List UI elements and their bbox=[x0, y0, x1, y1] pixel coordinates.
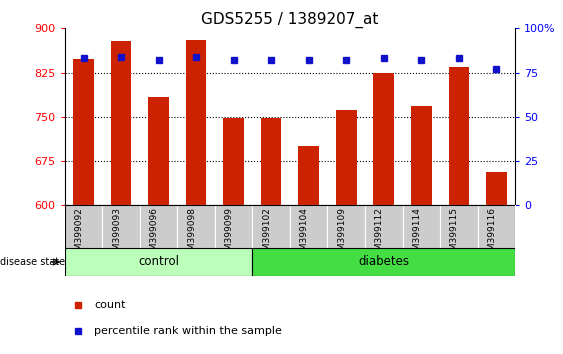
Bar bbox=[252, 248, 515, 276]
Bar bbox=[224, 118, 244, 205]
Text: GSM399109: GSM399109 bbox=[337, 207, 346, 262]
Bar bbox=[252, 205, 290, 248]
Bar bbox=[440, 205, 477, 248]
Bar bbox=[477, 205, 515, 248]
Bar bbox=[449, 67, 469, 205]
Bar bbox=[336, 110, 356, 205]
Bar bbox=[111, 41, 131, 205]
Bar bbox=[215, 205, 252, 248]
Text: GSM399102: GSM399102 bbox=[262, 207, 271, 262]
Text: diabetes: diabetes bbox=[358, 256, 409, 268]
Bar bbox=[298, 146, 319, 205]
Title: GDS5255 / 1389207_at: GDS5255 / 1389207_at bbox=[201, 12, 379, 28]
Bar bbox=[261, 118, 282, 205]
Bar bbox=[148, 97, 169, 205]
Bar bbox=[73, 59, 94, 205]
Bar bbox=[486, 172, 507, 205]
Bar bbox=[290, 205, 328, 248]
Text: GSM399092: GSM399092 bbox=[74, 207, 83, 262]
Bar bbox=[328, 205, 365, 248]
Text: GSM399096: GSM399096 bbox=[150, 207, 159, 262]
Text: GSM399114: GSM399114 bbox=[412, 207, 421, 262]
Bar bbox=[177, 205, 215, 248]
Bar bbox=[365, 205, 403, 248]
Text: GSM399112: GSM399112 bbox=[375, 207, 384, 262]
Bar bbox=[186, 40, 207, 205]
Bar bbox=[373, 73, 394, 205]
Bar bbox=[403, 205, 440, 248]
Bar bbox=[140, 205, 177, 248]
Text: count: count bbox=[94, 299, 126, 310]
Text: disease state: disease state bbox=[0, 257, 65, 267]
Text: GSM399104: GSM399104 bbox=[300, 207, 309, 262]
Text: GSM399115: GSM399115 bbox=[450, 207, 459, 262]
Bar bbox=[411, 106, 432, 205]
Text: percentile rank within the sample: percentile rank within the sample bbox=[94, 326, 282, 336]
Text: control: control bbox=[138, 256, 179, 268]
Bar bbox=[65, 205, 102, 248]
Text: GSM399116: GSM399116 bbox=[488, 207, 497, 262]
Bar bbox=[65, 248, 252, 276]
Text: GSM399099: GSM399099 bbox=[225, 207, 234, 262]
Bar bbox=[102, 205, 140, 248]
Text: GSM399098: GSM399098 bbox=[187, 207, 196, 262]
Text: GSM399093: GSM399093 bbox=[112, 207, 121, 262]
